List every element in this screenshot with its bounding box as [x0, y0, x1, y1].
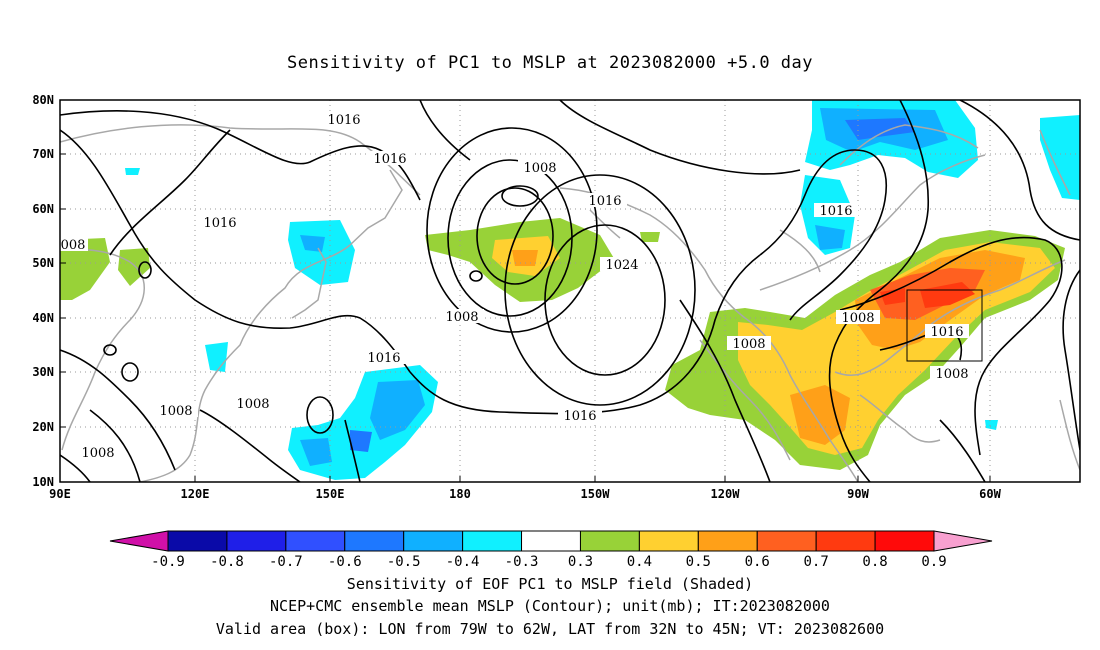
- valid-area-box: [906, 289, 983, 362]
- colorbar-tick-label: 0.6: [745, 554, 770, 570]
- contour-label: 1008: [732, 337, 765, 352]
- colorbar-cell: [579, 530, 640, 552]
- lat-tick-label: 70N: [32, 147, 54, 161]
- colorbar-tick-label: -0.3: [505, 554, 539, 570]
- contour-label: 1016: [327, 113, 360, 128]
- lon-tick-label: 150W: [581, 487, 611, 501]
- colorbar-tick-label: 0.5: [686, 554, 711, 570]
- colorbar-tick-label: -0.9: [151, 554, 185, 570]
- axis-ticks: [60, 153, 991, 482]
- contour-label: 1008: [236, 397, 269, 412]
- lat-tick-label: 10N: [32, 475, 54, 489]
- colorbar-cell: [638, 530, 699, 552]
- colorbar-tick-label: 0.9: [921, 554, 946, 570]
- contour-label: 1008: [159, 404, 192, 419]
- colorbar-cell: [874, 530, 935, 552]
- contour-label: 1008: [935, 367, 968, 382]
- colorbar-tick-label: 0.7: [804, 554, 829, 570]
- contour-label: 1016: [930, 325, 963, 340]
- lat-tick-label: 80N: [32, 93, 54, 107]
- lat-tick-label: 50N: [32, 256, 54, 270]
- contour-label: 1024: [605, 258, 638, 273]
- chart-title: Sensitivity of PC1 to MSLP at 2023082000…: [287, 53, 813, 73]
- contour-label: 1016: [203, 216, 236, 231]
- lon-tick-label: 120W: [711, 487, 741, 501]
- lat-tick-label: 60N: [32, 202, 54, 216]
- contour-label: 1008: [841, 311, 874, 326]
- contour-label: 1016: [563, 409, 596, 424]
- map-panel: 1016 1016 1008 1016 1016 1024 008 1008 1…: [32, 93, 1081, 501]
- contour-label: 1008: [81, 446, 114, 461]
- map-frame: [59, 99, 1081, 483]
- colorbar-end-high: [933, 530, 993, 552]
- lon-tick-label: 180: [449, 487, 471, 501]
- colorbar-cell: [285, 530, 346, 552]
- lat-tick-label: 30N: [32, 365, 54, 379]
- caption-line-1: Sensitivity of EOF PC1 to MSLP field (Sh…: [347, 575, 753, 593]
- contour-label: 1008: [445, 310, 478, 325]
- lat-labels: 80N 70N 60N 50N 40N 30N 20N 10N: [32, 93, 54, 489]
- colorbar: -0.9 -0.8 -0.7 -0.6 -0.5 -0.4 -0.3 0.3 0.4 0.5 0.6…: [109, 530, 993, 570]
- captions: Sensitivity of EOF PC1 to MSLP field (Sh…: [216, 575, 884, 638]
- colorbar-tick-label: -0.4: [446, 554, 480, 570]
- contour-label: 1016: [588, 194, 621, 209]
- lon-labels: 90E 120E 150E 180 150W 120W 90W 60W: [49, 487, 1001, 501]
- lat-lon-grid: [60, 100, 1080, 482]
- colorbar-cell: [403, 530, 464, 552]
- colorbar-tick-label: 0.8: [862, 554, 887, 570]
- colorbar-cell: [462, 530, 523, 552]
- contour-label: 008: [61, 238, 86, 253]
- colorbar-cell: [226, 530, 287, 552]
- colorbar-tick-label: -0.5: [387, 554, 421, 570]
- colorbar-cell: [344, 530, 405, 552]
- lon-tick-label: 60W: [979, 487, 1001, 501]
- colorbar-tick-label: -0.7: [269, 554, 303, 570]
- colorbar-tick-label: -0.6: [328, 554, 362, 570]
- lon-tick-label: 150E: [316, 487, 345, 501]
- colorbar-end-low: [109, 530, 169, 552]
- colorbar-cell: [697, 530, 758, 552]
- colorbar-tick-label: 0.4: [627, 554, 652, 570]
- colorbar-tick-label: 0.3: [568, 554, 593, 570]
- lat-tick-label: 20N: [32, 420, 54, 434]
- lon-tick-label: 90W: [847, 487, 869, 501]
- contour-labels: 1016 1016 1008 1016 1016 1024 008 1008 1…: [60, 112, 974, 461]
- lon-tick-label: 90E: [49, 487, 71, 501]
- contour-label: 1008: [523, 161, 556, 176]
- caption-line-3: Valid area (box): LON from 79W to 62W, L…: [216, 620, 884, 638]
- colorbar-tick-label: -0.8: [210, 554, 244, 570]
- caption-line-2: NCEP+CMC ensemble mean MSLP (Contour); u…: [270, 597, 830, 615]
- colorbar-cell: [756, 530, 817, 552]
- lat-tick-label: 40N: [32, 311, 54, 325]
- colorbar-cell: [815, 530, 876, 552]
- contour-label: 1016: [367, 351, 400, 366]
- lon-tick-label: 120E: [181, 487, 210, 501]
- colorbar-cell: [521, 530, 581, 552]
- contour-label: 1016: [373, 152, 406, 167]
- colorbar-cell: [167, 530, 228, 552]
- contour-label: 1016: [819, 204, 852, 219]
